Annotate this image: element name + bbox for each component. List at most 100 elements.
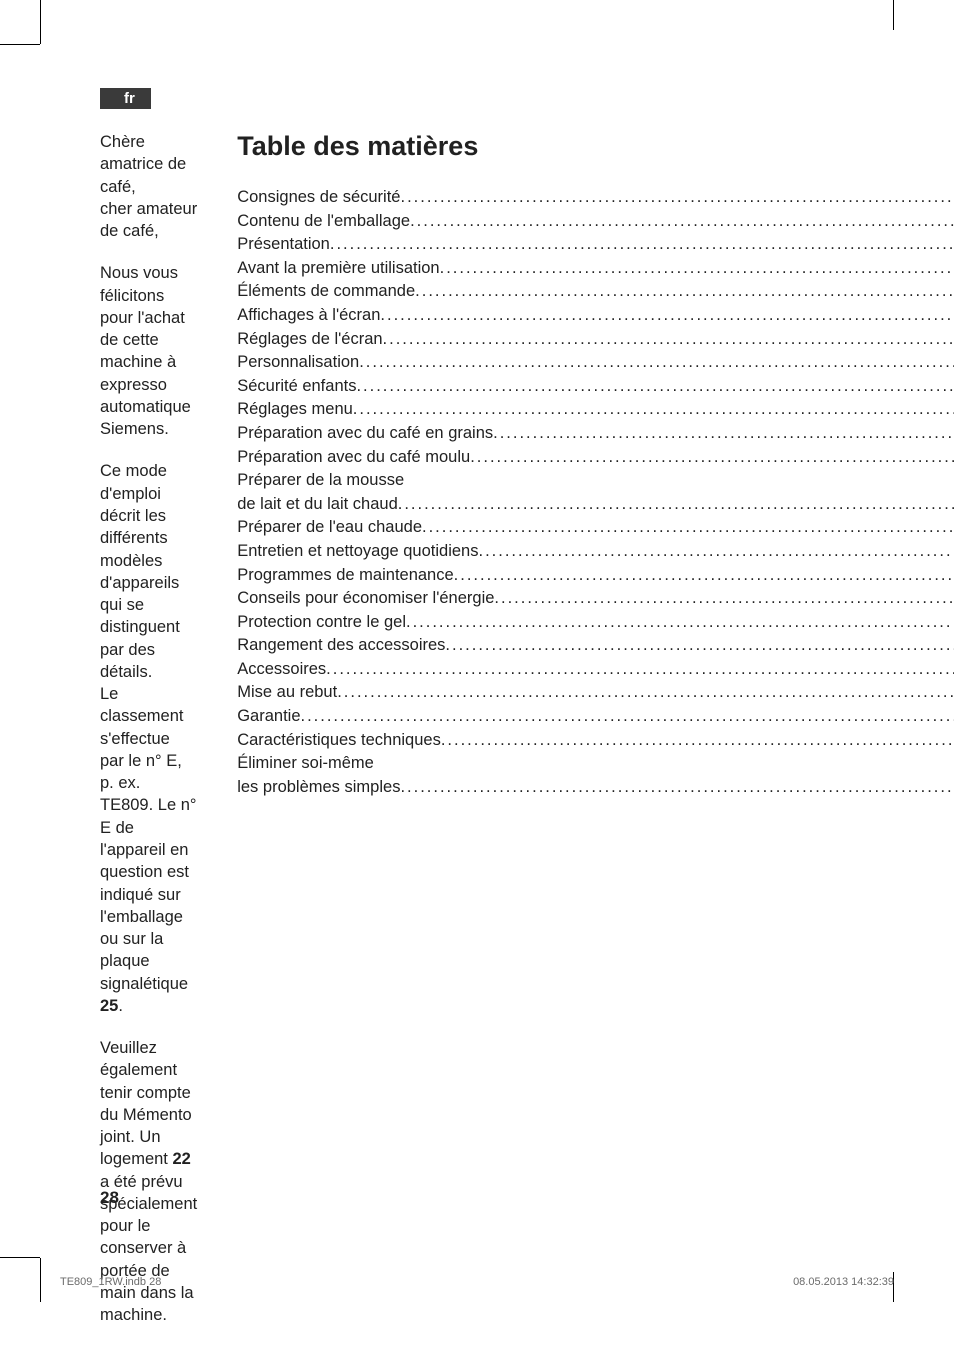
toc-dots bbox=[440, 257, 954, 281]
toc-label: Éléments de commande bbox=[237, 280, 415, 304]
toc-label: Programmes de maintenance bbox=[237, 564, 453, 588]
toc-line: Préparer de la mousse bbox=[237, 469, 954, 493]
toc-dots bbox=[478, 540, 954, 564]
toc-line: Garantie51 bbox=[237, 705, 954, 729]
footer-right: 08.05.2013 14:32:39 bbox=[793, 1276, 894, 1288]
toc-label: Préparation avec du café moulu bbox=[237, 446, 470, 470]
toc-label: Mise au rebut bbox=[237, 681, 337, 705]
toc-dots bbox=[356, 375, 954, 399]
intro-p1: Nous vous félicitons pour l'achat de cet… bbox=[100, 262, 197, 440]
toc-list: Consignes de sécurité29Contenu de l'emba… bbox=[237, 186, 954, 799]
toc-dots bbox=[380, 304, 954, 328]
toc-line: Avant la première utilisation31 bbox=[237, 257, 954, 281]
page-number: 28 bbox=[100, 1188, 119, 1208]
intro-p2b-post: . bbox=[118, 997, 123, 1015]
toc-title: Table des matières bbox=[237, 131, 954, 162]
intro-p2: Ce mode d'emploi décrit les différents m… bbox=[100, 460, 197, 1017]
footer-left: TE809_1RW.indb 28 bbox=[60, 1276, 161, 1288]
toc-label: Avant la première utilisation bbox=[237, 257, 439, 281]
toc-label: Contenu de l'emballage bbox=[237, 210, 410, 234]
toc-line: Réglages menu38 bbox=[237, 398, 954, 422]
toc-label: Conseils pour économiser l'énergie bbox=[237, 587, 494, 611]
toc-label: Présentation bbox=[237, 233, 330, 257]
toc-label: Rangement des accessoires bbox=[237, 634, 445, 658]
crop-mark bbox=[0, 1257, 40, 1258]
toc-dots bbox=[493, 422, 954, 446]
toc-line: Éléments de commande32 bbox=[237, 280, 954, 304]
toc-dots bbox=[400, 186, 954, 210]
toc-label: Consignes de sécurité bbox=[237, 186, 400, 210]
intro-p3-bold: 22 bbox=[172, 1150, 190, 1168]
intro-p2a: Ce mode d'emploi décrit les différents m… bbox=[100, 462, 180, 680]
toc-dots bbox=[359, 351, 954, 375]
toc-dots bbox=[410, 210, 954, 234]
toc-label: Entretien et nettoyage quotidiens bbox=[237, 540, 478, 564]
toc-dots bbox=[454, 564, 954, 588]
toc-line: Consignes de sécurité29 bbox=[237, 186, 954, 210]
intro-p2b-pre: Le classement s'effectue par le n° E, p.… bbox=[100, 685, 197, 992]
toc-dots bbox=[406, 611, 954, 635]
toc-line: Rangement des accessoires50 bbox=[237, 634, 954, 658]
toc-dots bbox=[445, 634, 954, 658]
toc-label: Éliminer soi-même bbox=[237, 752, 374, 776]
toc-line: Protection contre le gel50 bbox=[237, 611, 954, 635]
greeting-line2: cher amateur de café, bbox=[100, 200, 197, 240]
toc-label: Réglages menu bbox=[237, 398, 353, 422]
print-footer: TE809_1RW.indb 28 08.05.2013 14:32:39 bbox=[60, 1276, 894, 1288]
toc-line: Contenu de l'emballage30 bbox=[237, 210, 954, 234]
toc-line: Affichages à l'écran34 bbox=[237, 304, 954, 328]
toc-column: Table des matières Consignes de sécurité… bbox=[237, 131, 954, 1347]
content-columns: Chère amatrice de café, cher amateur de … bbox=[100, 131, 874, 1347]
toc-dots bbox=[383, 328, 954, 352]
greeting: Chère amatrice de café, cher amateur de … bbox=[100, 131, 197, 242]
toc-line: Conseils pour économiser l'énergie50 bbox=[237, 587, 954, 611]
greeting-line1: Chère amatrice de café, bbox=[100, 133, 186, 196]
toc-label: Préparer de la mousse bbox=[237, 469, 404, 493]
toc-dots bbox=[301, 705, 954, 729]
toc-line: les problèmes simples52 bbox=[237, 776, 954, 800]
language-tag: fr bbox=[100, 88, 151, 109]
toc-line: Entretien et nettoyage quotidiens44 bbox=[237, 540, 954, 564]
toc-dots bbox=[470, 446, 954, 470]
toc-label: Sécurité enfants bbox=[237, 375, 356, 399]
toc-label: Caractéristiques techniques bbox=[237, 729, 441, 753]
toc-dots bbox=[415, 280, 954, 304]
toc-label: Préparation avec du café en grains bbox=[237, 422, 493, 446]
toc-dots bbox=[326, 658, 954, 682]
intro-column: Chère amatrice de café, cher amateur de … bbox=[100, 131, 197, 1347]
toc-line: Présentation30 bbox=[237, 233, 954, 257]
toc-dots bbox=[330, 233, 954, 257]
toc-line: de lait et du lait chaud43 bbox=[237, 493, 954, 517]
toc-line: Sécurité enfants38 bbox=[237, 375, 954, 399]
toc-dots bbox=[422, 516, 954, 540]
intro-p2b-bold: 25 bbox=[100, 997, 118, 1015]
toc-line: Préparation avec du café moulu42 bbox=[237, 446, 954, 470]
toc-line: Caractéristiques techniques51 bbox=[237, 729, 954, 753]
toc-dots bbox=[400, 776, 954, 800]
crop-mark bbox=[0, 44, 40, 45]
crop-mark bbox=[40, 1258, 41, 1302]
toc-line: Préparer de l'eau chaude43 bbox=[237, 516, 954, 540]
toc-label: Garantie bbox=[237, 705, 300, 729]
toc-label: de lait et du lait chaud bbox=[237, 493, 398, 517]
toc-dots bbox=[441, 729, 954, 753]
toc-label: Accessoires bbox=[237, 658, 326, 682]
toc-line: Préparation avec du café en grains41 bbox=[237, 422, 954, 446]
toc-label: Réglages de l'écran bbox=[237, 328, 382, 352]
toc-label: Protection contre le gel bbox=[237, 611, 406, 635]
toc-line: Accessoires51 bbox=[237, 658, 954, 682]
toc-label: Préparer de l'eau chaude bbox=[237, 516, 422, 540]
toc-label: Personnalisation bbox=[237, 351, 359, 375]
toc-dots bbox=[494, 587, 954, 611]
toc-dots bbox=[353, 398, 954, 422]
toc-dots bbox=[398, 493, 954, 517]
toc-dots bbox=[337, 681, 954, 705]
toc-line: Éliminer soi-même bbox=[237, 752, 954, 776]
crop-mark bbox=[40, 0, 41, 44]
manual-page: fr Chère amatrice de café, cher amateur … bbox=[0, 0, 954, 1318]
toc-label: les problèmes simples bbox=[237, 776, 400, 800]
toc-line: Mise au rebut51 bbox=[237, 681, 954, 705]
toc-line: Programmes de maintenance 46 bbox=[237, 564, 954, 588]
toc-line: Personnalisation36 bbox=[237, 351, 954, 375]
toc-line: Réglages de l'écran35 bbox=[237, 328, 954, 352]
